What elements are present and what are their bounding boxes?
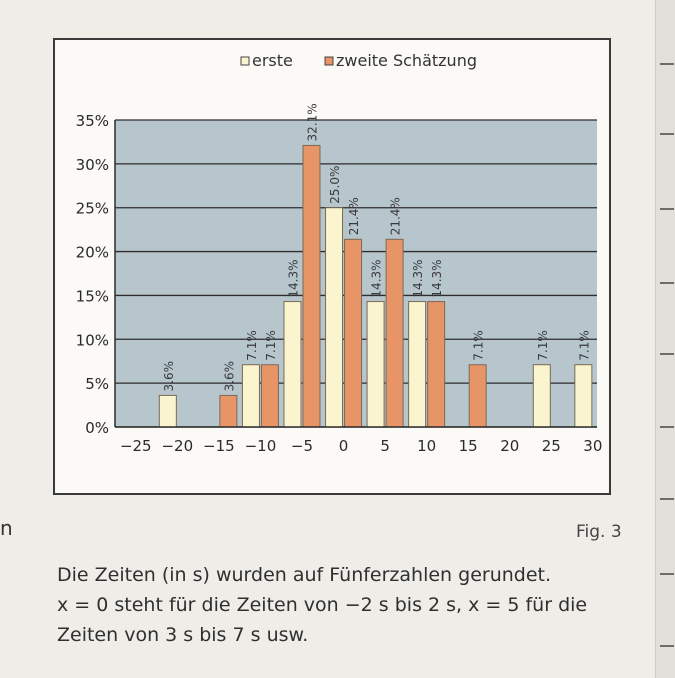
margin-letter: n bbox=[0, 516, 13, 540]
page-margin-tick bbox=[660, 426, 674, 428]
bar-data-label: 7.1% bbox=[245, 330, 259, 361]
page-margin-tick bbox=[660, 282, 674, 284]
bar bbox=[302, 144, 321, 428]
bar bbox=[366, 301, 385, 428]
caption-line-2: x = 0 steht für die Zeiten von −2 s bis … bbox=[57, 594, 588, 616]
y-tick-label: 0% bbox=[85, 419, 109, 437]
page-margin-tick bbox=[660, 645, 674, 647]
y-tick-label: 15% bbox=[76, 287, 109, 305]
x-tick-label: −20 bbox=[161, 437, 193, 455]
y-tick-label: 10% bbox=[76, 331, 109, 349]
y-tick-label: 35% bbox=[76, 112, 109, 130]
x-tick-label: −10 bbox=[245, 437, 277, 455]
y-tick-label: 30% bbox=[76, 156, 109, 174]
x-tick-label: −15 bbox=[203, 437, 235, 455]
bar bbox=[574, 364, 593, 428]
bar-data-label: 21.4% bbox=[389, 197, 403, 235]
bar-data-label: 32.1% bbox=[305, 103, 319, 141]
bar-data-label: 7.1% bbox=[536, 330, 550, 361]
bar-data-label: 25.0% bbox=[328, 166, 342, 204]
page-margin-tick bbox=[660, 63, 674, 65]
bar-data-label: 21.4% bbox=[347, 197, 361, 235]
caption-line-1: Die Zeiten (in s) wurden auf Fünferzahle… bbox=[57, 564, 552, 586]
page-margin-tick bbox=[660, 208, 674, 210]
page-margin-tick bbox=[660, 353, 674, 355]
bar-data-label: 14.3% bbox=[430, 259, 444, 297]
bar-data-label: 3.6% bbox=[162, 361, 176, 392]
bar-data-label: 14.3% bbox=[286, 259, 300, 297]
bar-data-label: 7.1% bbox=[264, 330, 278, 361]
bar-data-label: 7.1% bbox=[472, 330, 486, 361]
page-margin-tick bbox=[660, 498, 674, 500]
bar-data-label: 3.6% bbox=[222, 361, 236, 392]
y-tick-label: 20% bbox=[76, 244, 109, 262]
x-tick-label: −5 bbox=[291, 437, 313, 455]
bar-data-label: 14.3% bbox=[411, 259, 425, 297]
bar bbox=[468, 364, 487, 428]
bar bbox=[532, 364, 551, 428]
y-tick-label: 25% bbox=[76, 200, 109, 218]
next-page-edge bbox=[655, 0, 675, 678]
bar bbox=[283, 301, 302, 428]
x-tick-label: 0 bbox=[339, 437, 349, 455]
bar bbox=[408, 301, 427, 428]
chart-frame: 0% 5% 10% 15% 20% 25% 30% 35% 7.1% 14.3% 25.0% 14.3… bbox=[53, 38, 611, 495]
bar-data-label: 7.1% bbox=[577, 330, 591, 361]
x-tick-label: 10 bbox=[417, 437, 436, 455]
caption-line-3: Zeiten von 3 s bis 7 s usw. bbox=[57, 624, 309, 646]
bar bbox=[344, 238, 363, 428]
legend-swatch bbox=[240, 56, 250, 66]
x-tick-label: 30 bbox=[583, 437, 602, 455]
legend-swatch bbox=[324, 56, 334, 66]
bar bbox=[427, 301, 446, 428]
x-tick-label: 15 bbox=[459, 437, 478, 455]
legend-label: zweite Schätzung bbox=[336, 51, 477, 70]
bar-data-label: 14.3% bbox=[370, 259, 384, 297]
bar bbox=[385, 238, 404, 428]
bar bbox=[158, 394, 177, 428]
x-tick-label: −25 bbox=[120, 437, 152, 455]
x-tick-label: 25 bbox=[542, 437, 561, 455]
bar bbox=[219, 394, 238, 428]
page-margin-tick bbox=[660, 133, 674, 135]
figure-label: Fig. 3 bbox=[576, 522, 622, 542]
bar bbox=[260, 364, 279, 428]
bar bbox=[325, 207, 344, 428]
bar bbox=[241, 364, 260, 428]
x-tick-label: 20 bbox=[500, 437, 519, 455]
y-tick-label: 5% bbox=[85, 375, 109, 393]
page-margin-tick bbox=[660, 573, 674, 575]
legend-label: erste bbox=[252, 51, 293, 70]
bar-chart: 0% 5% 10% 15% 20% 25% 30% 35% 7.1% 14.3% 25.0% 14.3… bbox=[76, 51, 603, 455]
x-tick-label: 5 bbox=[380, 437, 390, 455]
